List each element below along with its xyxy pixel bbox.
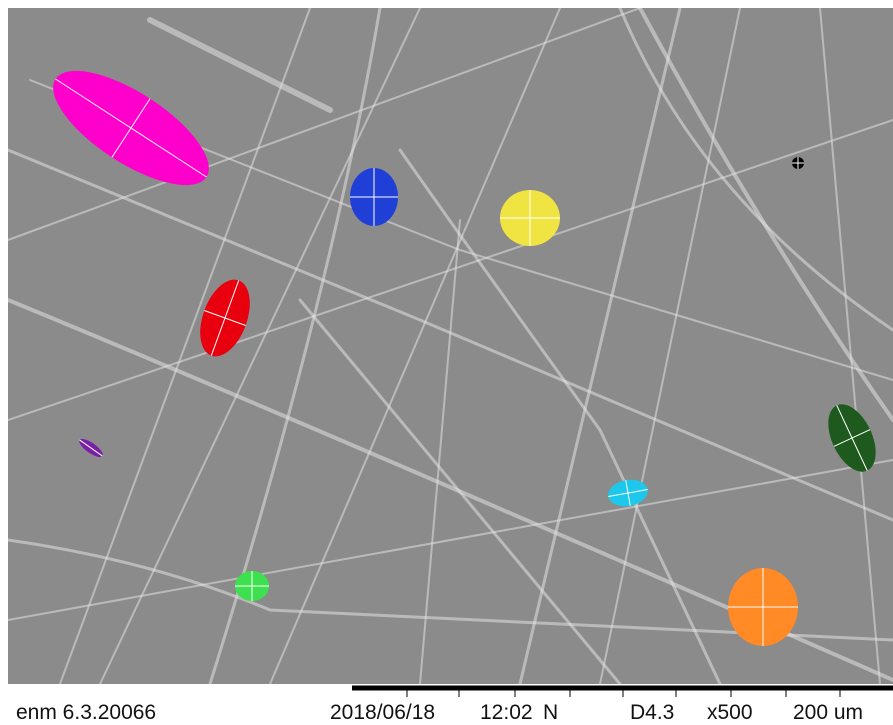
ellipse-orange xyxy=(728,568,798,646)
distance: D4.3 xyxy=(630,701,674,724)
ellipse-yellow xyxy=(500,190,560,246)
mode: N xyxy=(543,701,558,724)
scale-label: 200 um xyxy=(793,701,863,724)
page: enm 6.3.20066 2018/06/18 12:02 N D4.3 x5… xyxy=(0,0,893,725)
magnification: x500 xyxy=(707,701,753,724)
micrograph-view: enm 6.3.20066 2018/06/18 12:02 N D4.3 x5… xyxy=(0,0,893,725)
scale-bar xyxy=(352,688,893,697)
ellipse-blue xyxy=(350,168,398,226)
date: 2018/06/18 xyxy=(330,701,435,724)
sample-id: enm 6.3.20066 xyxy=(16,701,156,724)
time: 12:02 xyxy=(480,701,533,724)
ellipse-green xyxy=(235,571,269,601)
marker-black xyxy=(792,157,804,169)
